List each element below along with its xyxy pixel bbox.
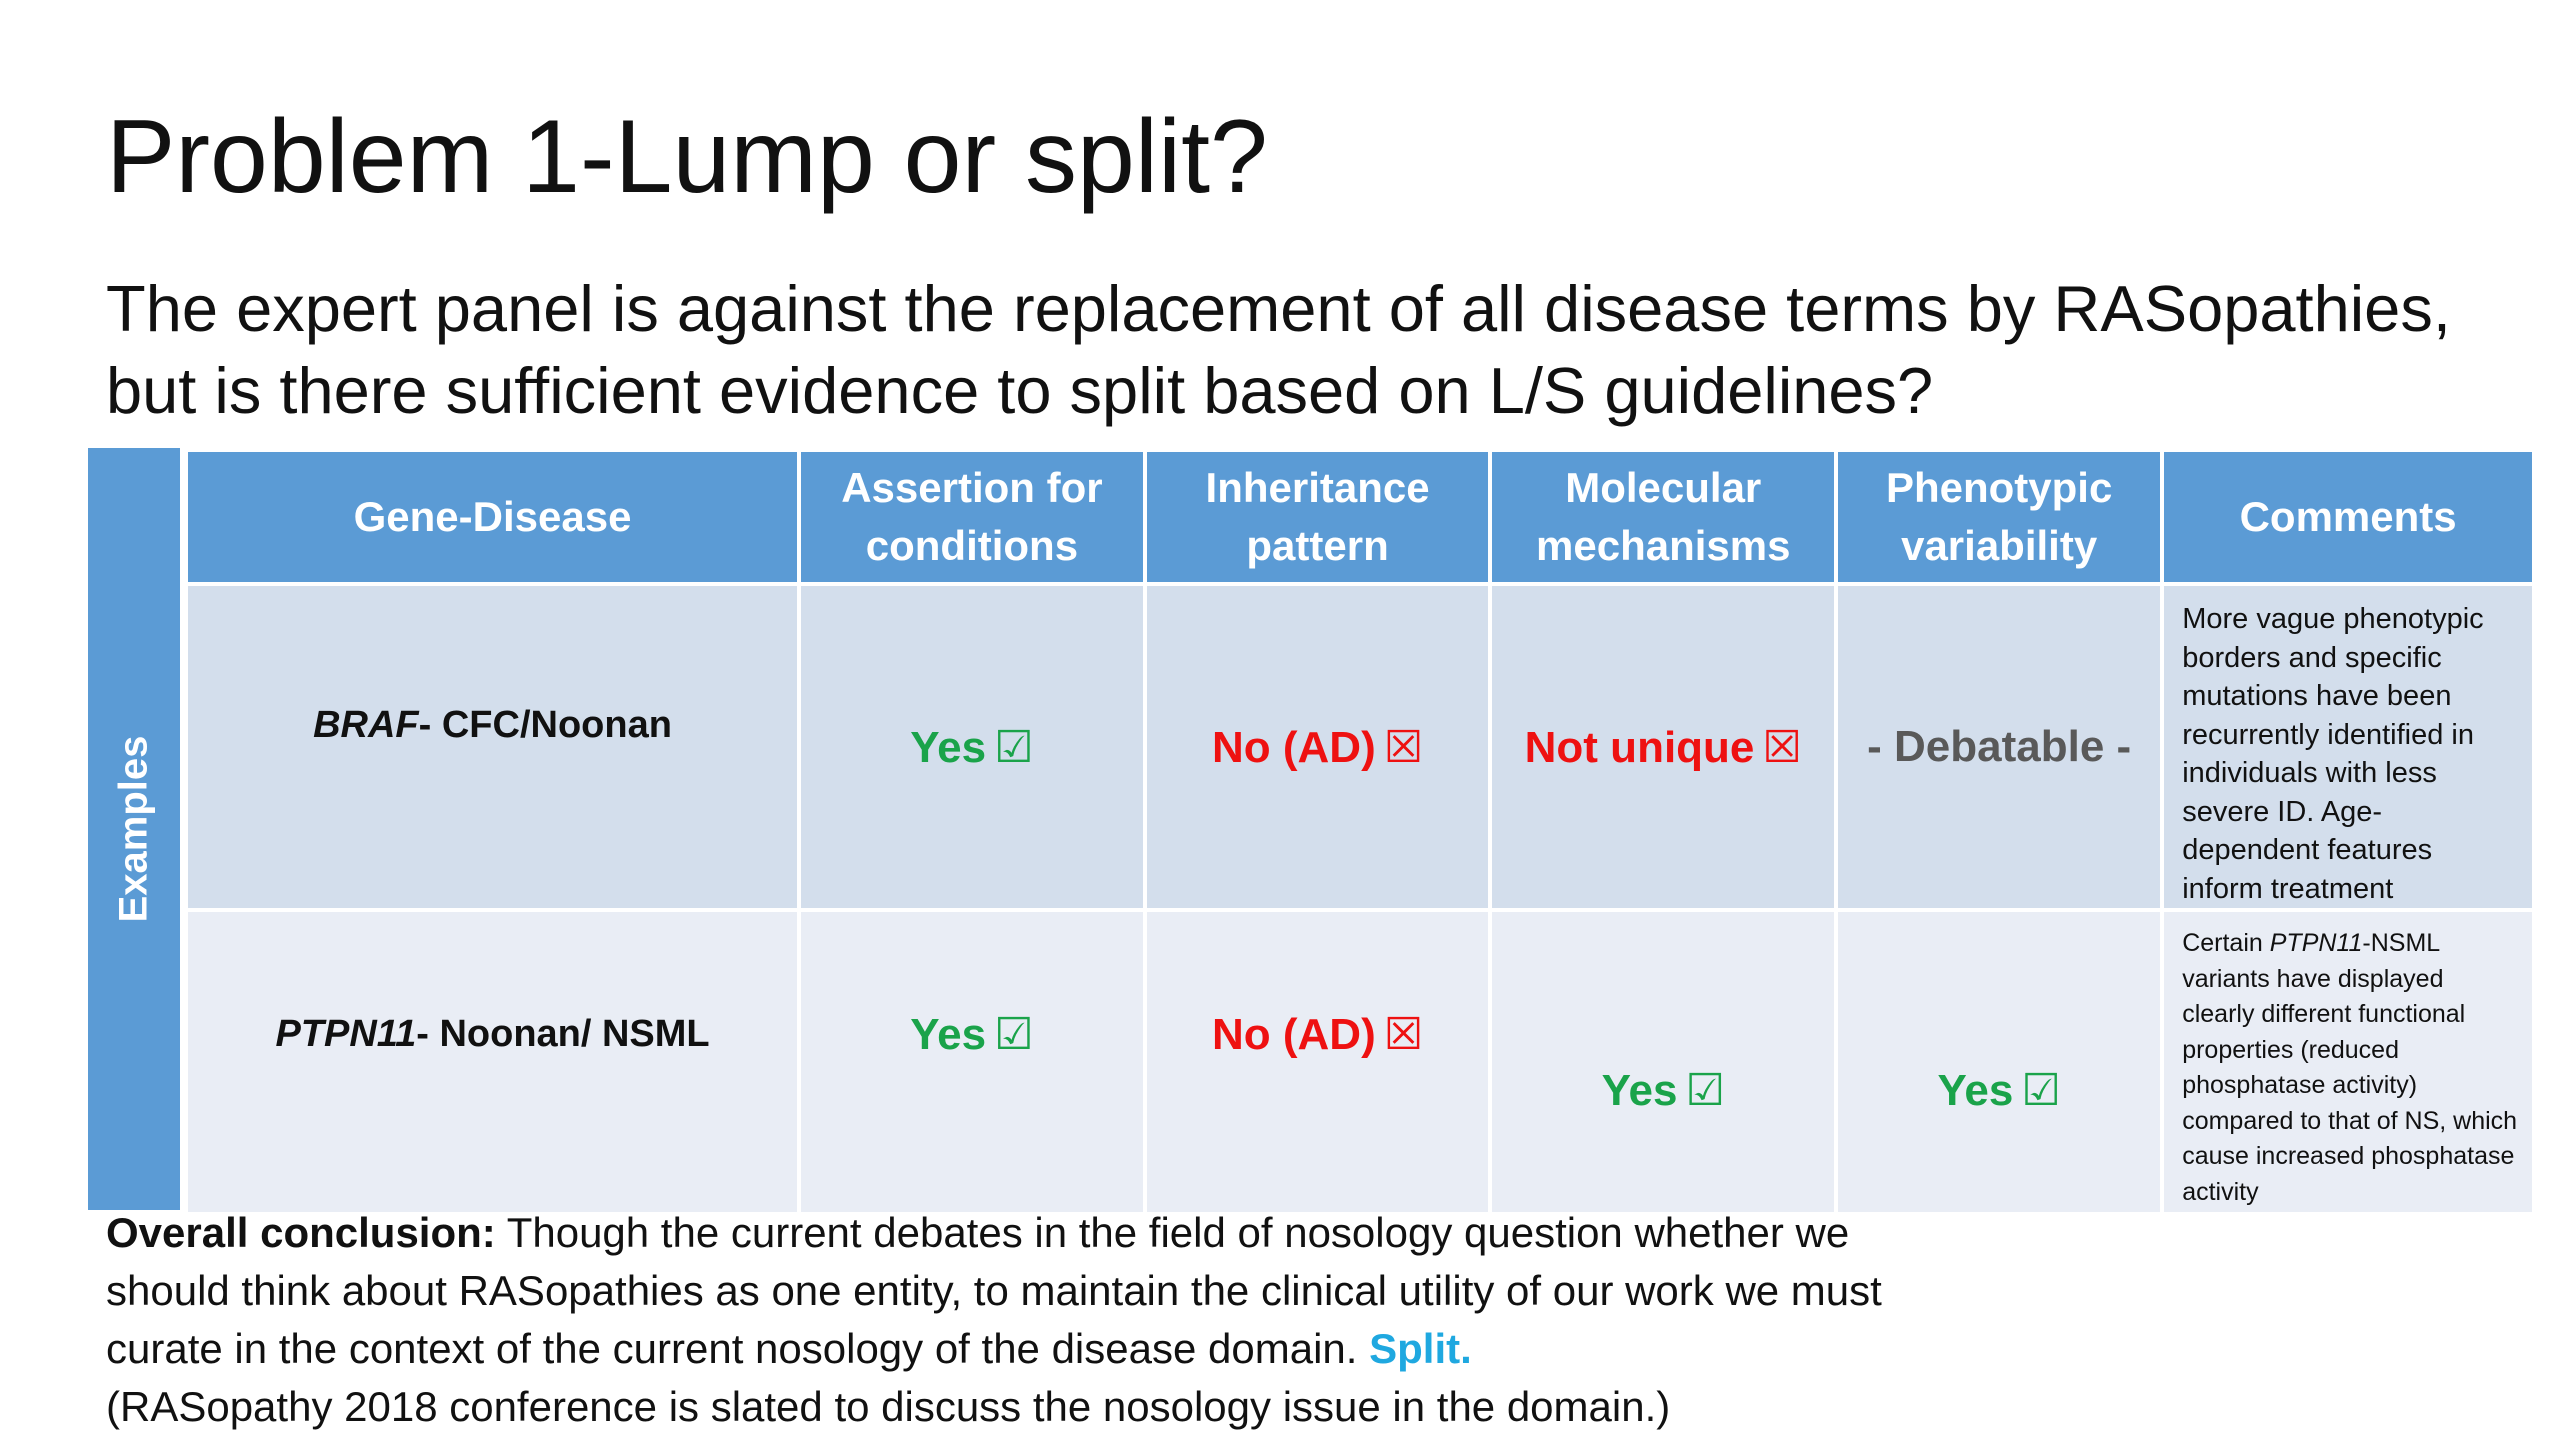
- examples-side-column: Examples: [88, 448, 180, 1210]
- comment-prefix: Certain: [2182, 929, 2270, 957]
- assertion-cell: Yes ☑: [797, 908, 1147, 1216]
- mechanisms-cell: Yes ☑: [1488, 908, 1839, 1216]
- gene-disease-cell: PTPN11- Noonan/ NSML: [183, 908, 802, 1216]
- mechanisms-value: Not unique: [1524, 722, 1755, 772]
- disease-name: - Noonan/ NSML: [416, 1012, 710, 1055]
- comment-text: More vague phenotypic borders and specif…: [2182, 603, 2484, 905]
- comment-text: Certain PTPN11-NSML variants have displa…: [2164, 912, 2532, 1210]
- inheritance-value: No (AD): [1211, 722, 1376, 772]
- gene-name: BRAF: [313, 703, 419, 746]
- checkbox-checked-icon: ☑: [994, 722, 1034, 772]
- header-assertion: Assertion for conditions: [797, 448, 1147, 586]
- checkbox-checked-icon: ☑: [1685, 1065, 1725, 1115]
- header-inheritance: Inheritance pattern: [1142, 448, 1493, 586]
- assertion-value: Yes: [910, 1009, 987, 1059]
- conclusion-note: (RASopathy 2018 conference is slated to …: [106, 1383, 1671, 1430]
- comment-rest: -NSML variants have displayed clearly di…: [2182, 929, 2518, 1206]
- assertion-cell: Yes ☑: [797, 582, 1147, 912]
- checkbox-checked-icon: ☑: [994, 1009, 1034, 1059]
- evidence-table: Gene-Disease Assertion for conditions In…: [183, 448, 2536, 1216]
- slide-title: Problem 1-Lump or split?: [106, 99, 1268, 215]
- gene-disease-cell: BRAF- CFC/Noonan: [183, 582, 802, 912]
- inheritance-cell: No (AD) ☒: [1142, 908, 1493, 1216]
- mechanisms-cell: Not unique ☒: [1488, 582, 1839, 912]
- checkbox-crossed-icon: ☒: [1762, 722, 1802, 772]
- variability-value: - Debatable -: [1867, 722, 2132, 771]
- header-comments: Comments: [2160, 448, 2536, 586]
- header-gene-disease: Gene-Disease: [183, 448, 802, 586]
- conclusion-lead: Overall conclusion:: [106, 1209, 496, 1256]
- checkbox-crossed-icon: ☒: [1383, 722, 1424, 772]
- gene-name: PTPN11: [275, 1012, 417, 1055]
- checkbox-crossed-icon: ☒: [1383, 1009, 1424, 1059]
- comment-gene: PTPN11: [2269, 929, 2363, 957]
- assertion-value: Yes: [910, 722, 987, 772]
- checkbox-checked-icon: ☑: [2021, 1065, 2061, 1115]
- mechanisms-value: Yes: [1601, 1065, 1678, 1115]
- inheritance-value: No (AD): [1211, 1009, 1376, 1059]
- disease-name: - CFC/Noonan: [418, 703, 672, 746]
- overall-conclusion: Overall conclusion: Though the current d…: [106, 1204, 1926, 1436]
- table-row: BRAF- CFC/Noonan Yes ☑ No (AD) ☒ Not uniqu…: [183, 582, 2536, 912]
- header-mechanisms: Molecular mechanisms: [1488, 448, 1839, 586]
- comment-cell: More vague phenotypic borders and specif…: [2160, 582, 2536, 912]
- examples-label: Examples: [111, 735, 156, 923]
- conclusion-split: Split.: [1369, 1325, 1472, 1372]
- inheritance-cell: No (AD) ☒: [1142, 582, 1493, 912]
- table-row: PTPN11- Noonan/ NSML Yes ☑ No (AD) ☒ Yes ☑ …: [183, 908, 2536, 1216]
- variability-value: Yes: [1937, 1065, 2014, 1115]
- evidence-table-container: Examples Gene-Disease Assertion for cond…: [88, 448, 2536, 1216]
- table-header-row: Gene-Disease Assertion for conditions In…: [183, 448, 2536, 586]
- variability-cell: Yes ☑: [1834, 908, 2165, 1216]
- header-variability: Phenotypic variability: [1834, 448, 2165, 586]
- comment-cell: Certain PTPN11-NSML variants have displa…: [2160, 908, 2536, 1216]
- conclusion-text: Though the current debates in the field …: [106, 1209, 1882, 1372]
- variability-cell: - Debatable -: [1834, 582, 2165, 912]
- slide-subtitle: The expert panel is against the replacem…: [106, 272, 2451, 427]
